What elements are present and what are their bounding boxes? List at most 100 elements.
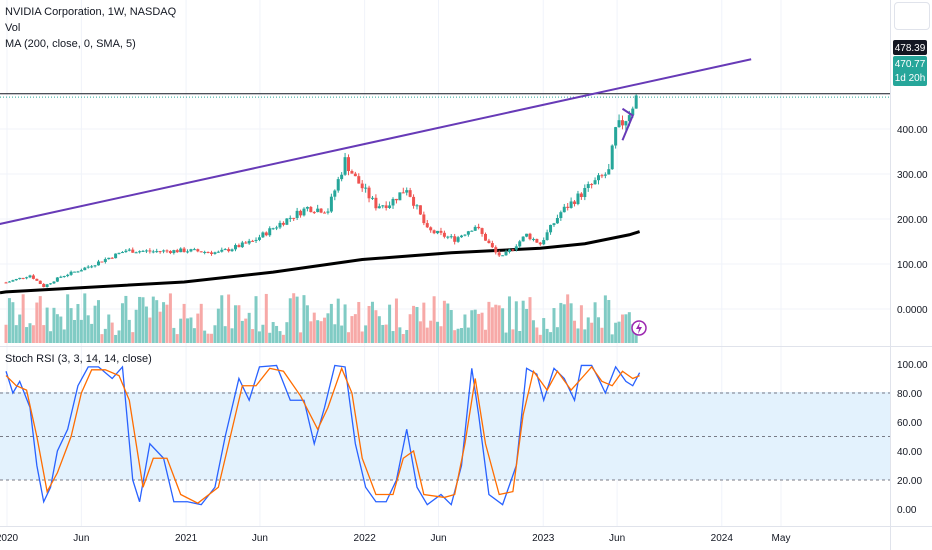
- symbol-title[interactable]: NVIDIA Corporation, 1W, NASDAQ: [5, 6, 177, 18]
- candlesticks[interactable]: [4, 94, 638, 288]
- price-tag-line-level: 478.39: [893, 40, 927, 55]
- volume-bar: [384, 324, 388, 343]
- candle-body: [326, 211, 330, 213]
- candle-body: [429, 227, 433, 231]
- volume-bar: [525, 308, 529, 343]
- candle-body: [93, 265, 97, 267]
- volume-bar: [168, 293, 172, 343]
- candle-body: [233, 245, 237, 250]
- candle-body: [597, 175, 601, 181]
- candle-body: [103, 259, 107, 262]
- volume-bar: [233, 305, 237, 343]
- volume-bar: [353, 314, 357, 343]
- volume-bar: [49, 331, 53, 343]
- candle-body: [432, 230, 436, 234]
- volume-bar: [535, 327, 539, 343]
- trendline-drawings[interactable]: [0, 58, 890, 226]
- candle-body: [627, 115, 631, 122]
- candle-body: [576, 193, 580, 205]
- candle-body: [141, 250, 145, 252]
- volume-bar: [302, 295, 306, 343]
- candle-body: [216, 251, 220, 253]
- line-level-text: 478.39: [895, 43, 926, 54]
- candle-body: [49, 283, 53, 285]
- candle-body: [593, 180, 597, 185]
- stoch-rsi-legend[interactable]: Stoch RSI (3, 3, 14, 14, close): [5, 353, 152, 365]
- candle-body: [295, 210, 299, 218]
- volume-bar: [309, 321, 313, 343]
- candle-body: [148, 250, 152, 252]
- volume-legend[interactable]: Vol: [5, 22, 21, 34]
- candle-body: [55, 277, 59, 282]
- volume-bar: [408, 314, 412, 343]
- volume-bar: [415, 307, 419, 343]
- volume-bar: [114, 334, 118, 343]
- volume-bar: [18, 314, 22, 343]
- volume-bar: [453, 330, 457, 343]
- time-axis[interactable]: 2020 Jun 2021 Jun 2022 Jun 2023 Jun 2024 May: [0, 533, 790, 544]
- volume-bar: [374, 310, 378, 343]
- volume-bar: [227, 294, 231, 343]
- volume-bar: [316, 320, 320, 343]
- volume-bar: [261, 324, 265, 343]
- volume-bar: [422, 302, 426, 343]
- candle-body: [494, 247, 498, 253]
- candle-body: [100, 261, 104, 263]
- volume-bar: [151, 296, 155, 343]
- candle-body: [624, 121, 628, 126]
- candle-body: [168, 251, 172, 254]
- volume-bar: [494, 304, 498, 343]
- chart-settings-button[interactable]: [894, 2, 930, 30]
- volume-bar: [593, 302, 597, 343]
- time-tick-label: 2024: [711, 533, 734, 544]
- candle-body: [603, 174, 607, 176]
- volume-bar: [213, 325, 217, 343]
- candle-body: [144, 250, 148, 252]
- candle-body: [257, 237, 261, 240]
- volume-bar: [425, 327, 429, 343]
- candle-body: [182, 248, 186, 253]
- candle-body: [460, 235, 464, 238]
- candle-body: [73, 271, 77, 273]
- flash-icon[interactable]: [631, 320, 647, 336]
- volume-bar: [460, 328, 464, 343]
- volume-bar: [521, 300, 525, 343]
- volume-bar: [586, 317, 590, 343]
- price-tick-label: 0.0000: [897, 305, 928, 316]
- volume-bar: [100, 334, 104, 343]
- candle-body: [473, 226, 477, 231]
- candle-body: [45, 284, 49, 287]
- candle-body: [131, 249, 135, 253]
- candle-body: [549, 224, 553, 233]
- volume-bar: [497, 305, 501, 343]
- volume-bar: [340, 325, 344, 343]
- candle-body: [38, 280, 42, 284]
- candle-body: [333, 190, 337, 197]
- volume-bar: [11, 302, 15, 343]
- candle-body: [268, 228, 272, 236]
- volume-bar: [429, 320, 433, 343]
- volume-bar: [52, 307, 56, 343]
- volume-bar: [271, 322, 275, 343]
- volume-bar: [86, 315, 90, 343]
- stoch-k-line: [5, 364, 641, 506]
- volume-bar: [607, 300, 611, 343]
- ma-legend[interactable]: MA (200, close, 0, SMA, 5): [5, 38, 136, 50]
- volume-bar: [631, 324, 635, 343]
- volume-bar: [456, 328, 460, 343]
- volume-bar: [312, 312, 316, 343]
- rsi-axis[interactable]: 100.00 80.00 60.00 40.00 20.00 0.00: [897, 360, 928, 516]
- volume-bar: [542, 318, 546, 343]
- volume-bar: [210, 333, 214, 343]
- volume-bar: [244, 318, 248, 343]
- candle-body: [292, 217, 296, 219]
- candle-body: [634, 95, 638, 109]
- candle-body: [316, 208, 320, 213]
- volume-bar: [268, 332, 272, 343]
- volume-bar: [220, 295, 224, 343]
- volume-bar: [583, 329, 587, 343]
- price-axis[interactable]: 400.00 300.00 200.00 100.00 0.0000: [897, 125, 928, 316]
- volume-bar: [35, 302, 39, 343]
- candle-body: [501, 255, 505, 257]
